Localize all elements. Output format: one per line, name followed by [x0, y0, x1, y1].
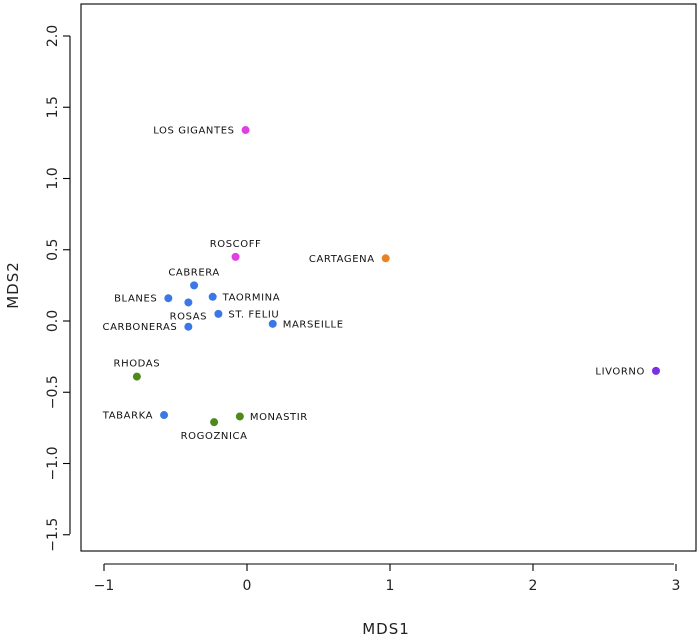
x-tick-label: −1 [94, 578, 115, 594]
point-label: TAORMINA [222, 292, 281, 303]
point-label: CARTAGENA [309, 254, 375, 265]
data-point [132, 372, 141, 381]
point-label: LIVORNO [595, 366, 645, 377]
point-label: ROGOZNICA [181, 431, 248, 442]
point-label: CABRERA [168, 267, 220, 278]
data-point [268, 319, 277, 328]
point-label: LOS GIGANTES [153, 126, 234, 137]
x-tick-label: 2 [529, 578, 538, 594]
point-label: ST. FELIU [228, 309, 279, 320]
data-point [190, 281, 199, 290]
y-tick-label: −0.5 [45, 375, 61, 409]
y-tick-label: 1.0 [45, 167, 61, 189]
x-tick-label: 3 [672, 578, 681, 594]
point-label: BLANES [114, 294, 157, 305]
data-point [381, 254, 390, 263]
data-points: LOS GIGANTES ROSCOFF CARTAGENA CABRERA BLANE… [102, 126, 660, 442]
y-tick-label: −1.0 [45, 447, 61, 481]
data-point [651, 366, 660, 375]
data-point [208, 292, 217, 301]
y-tick-label: 0.0 [45, 310, 61, 332]
x-tick-label: 1 [386, 578, 395, 594]
data-point [164, 294, 173, 303]
y-tick-label: 1.5 [45, 96, 61, 118]
y-axis-title: MDS2 [4, 261, 22, 309]
y-axis-ticks: −1.5 −1.0 −0.5 0.0 0.5 1.0 1.5 2.0 [45, 25, 70, 552]
x-axis-ticks: −1 0 1 2 3 [94, 564, 681, 594]
point-label: ROSAS [170, 311, 208, 322]
data-point [241, 126, 250, 135]
point-label: RHODAS [114, 359, 161, 370]
y-tick-label: −1.5 [45, 518, 61, 552]
data-point [184, 322, 193, 331]
data-point [210, 418, 219, 427]
data-point [184, 298, 193, 307]
point-label: CARBONERAS [103, 322, 178, 333]
data-point [231, 252, 240, 261]
plot-frame [80, 3, 697, 552]
point-label: MONASTIR [250, 412, 308, 423]
data-point [160, 411, 169, 420]
data-point [235, 412, 244, 421]
x-tick-label: 0 [243, 578, 252, 594]
y-tick-label: 0.5 [45, 239, 61, 261]
y-tick-label: 2.0 [45, 25, 61, 47]
point-label: TABARKA [102, 411, 153, 422]
x-axis-title: MDS1 [362, 620, 410, 636]
data-point [214, 309, 223, 318]
point-label: ROSCOFF [210, 239, 262, 250]
point-label: MARSEILLE [283, 319, 344, 330]
